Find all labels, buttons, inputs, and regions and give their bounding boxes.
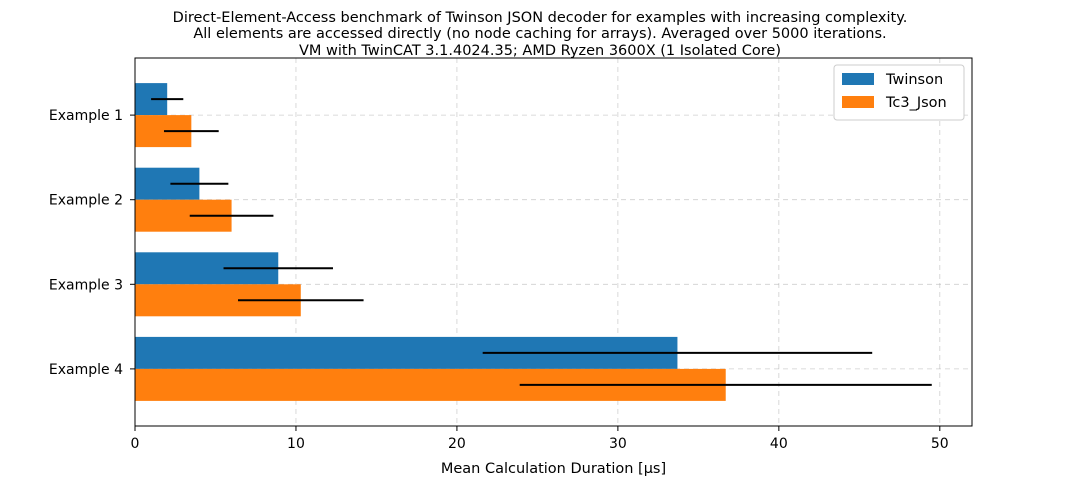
x-axis-label: Mean Calculation Duration [μs] bbox=[441, 461, 666, 477]
legend-label: Twinson bbox=[885, 72, 943, 88]
title-line-1: Direct-Element-Access benchmark of Twins… bbox=[173, 10, 908, 26]
x-axis-ticks: 0 10 20 30 40 50 bbox=[131, 426, 949, 452]
y-axis-ticks: Example 1 Example 2 Example 3 Example 4 bbox=[49, 108, 135, 378]
x-tick-label: 0 bbox=[131, 436, 140, 452]
y-tick-label: Example 4 bbox=[49, 362, 123, 378]
error-bars bbox=[151, 98, 932, 386]
legend: Twinson Tc3_Json bbox=[833, 64, 965, 121]
chart-title: Direct-Element-Access benchmark of Twins… bbox=[173, 10, 908, 59]
title-line-2: All elements are accessed directly (no n… bbox=[193, 26, 886, 42]
y-tick-label: Example 3 bbox=[49, 277, 123, 293]
y-tick-label: Example 2 bbox=[49, 193, 123, 209]
plot-area bbox=[134, 57, 973, 427]
title-line-3: VM with TwinCAT 3.1.4024.35; AMD Ryzen 3… bbox=[299, 43, 781, 59]
x-tick-label: 40 bbox=[770, 436, 788, 452]
bars bbox=[135, 83, 726, 401]
x-tick-label: 50 bbox=[931, 436, 949, 452]
legend-swatch bbox=[842, 96, 874, 108]
x-tick-label: 20 bbox=[448, 436, 466, 452]
x-tick-label: 30 bbox=[609, 436, 627, 452]
legend-swatch bbox=[842, 73, 874, 85]
x-tick-label: 10 bbox=[287, 436, 305, 452]
legend-label: Tc3_Json bbox=[885, 95, 947, 111]
y-tick-label: Example 1 bbox=[49, 108, 123, 124]
